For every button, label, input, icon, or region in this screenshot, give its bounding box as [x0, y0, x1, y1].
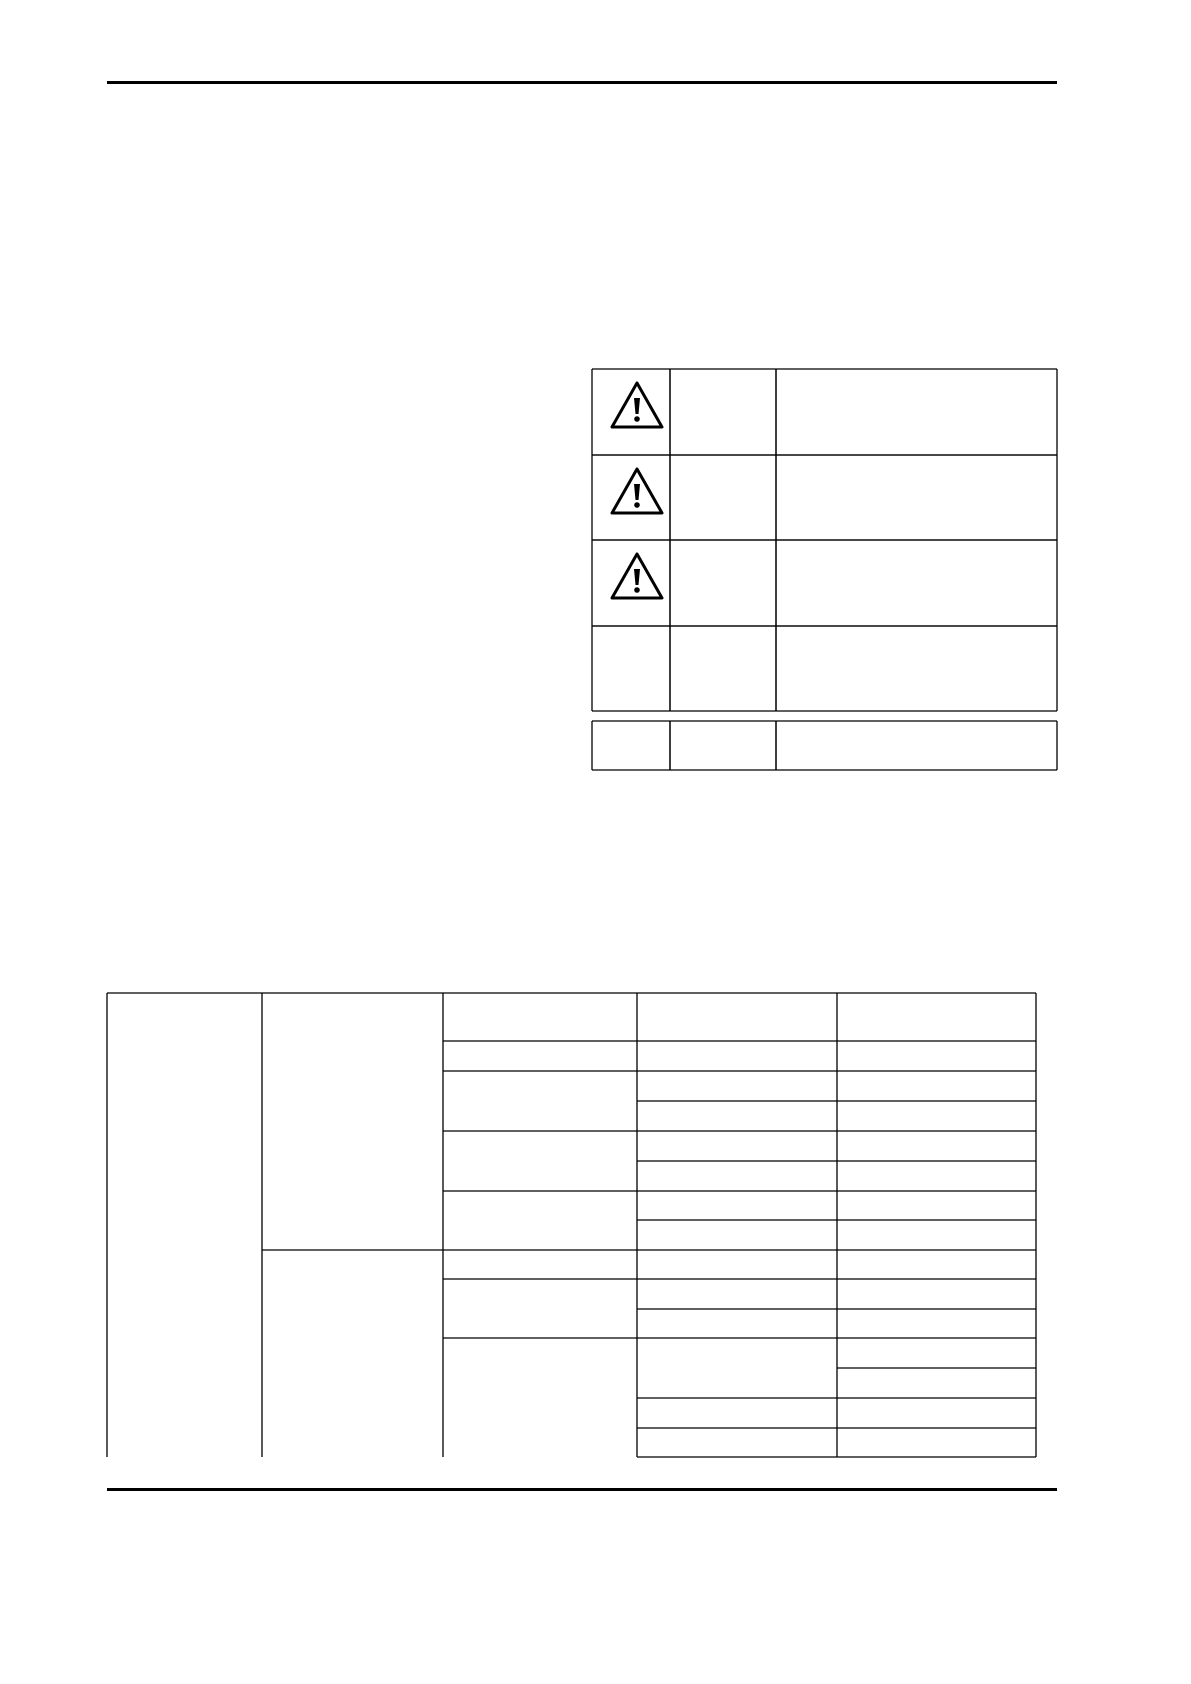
warning-triangle-icon — [610, 552, 664, 600]
footer-rule — [107, 1488, 1057, 1491]
header-rule — [107, 81, 1057, 84]
warning-triangle-icon — [610, 467, 664, 515]
warning-triangle-icon — [610, 381, 664, 429]
